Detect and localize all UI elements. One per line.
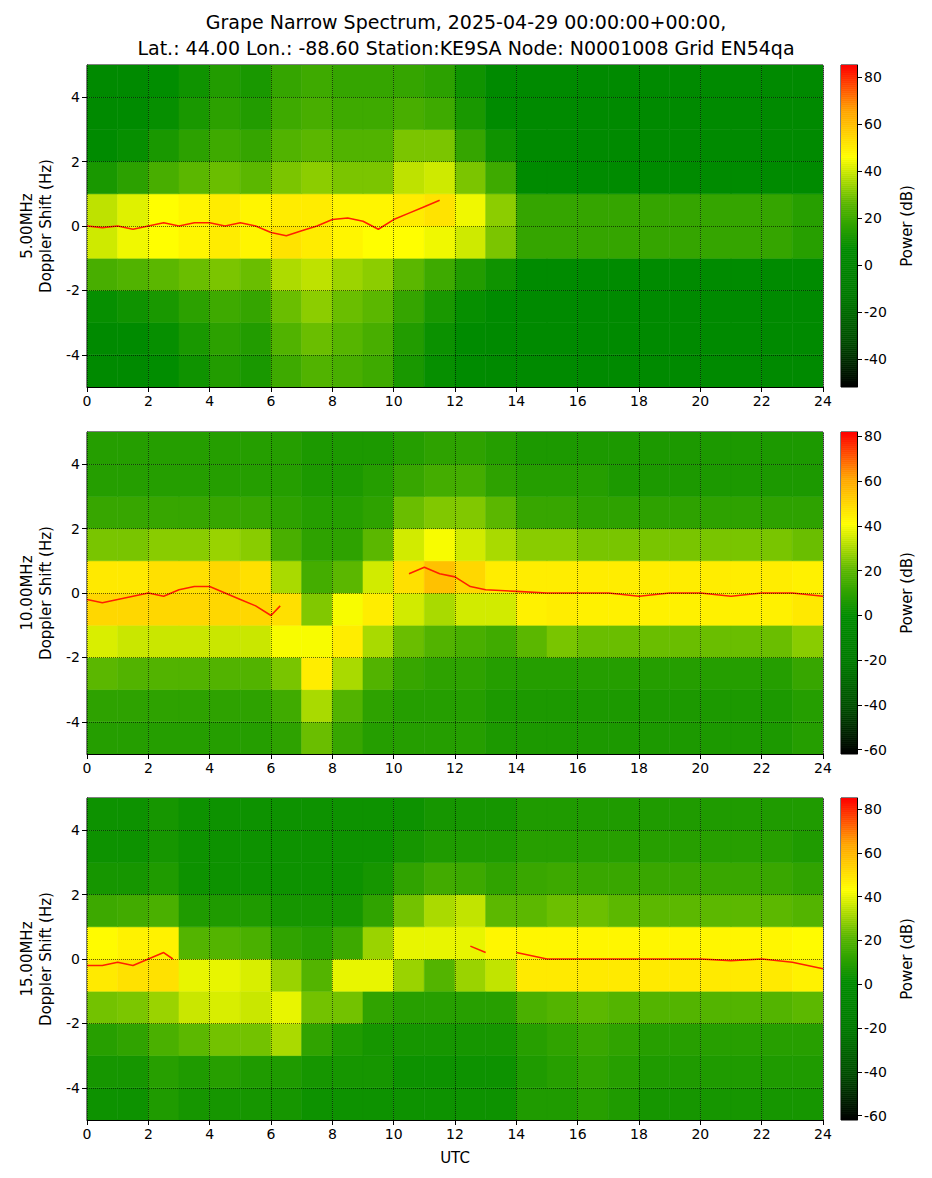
svg-text:12: 12 — [446, 1126, 464, 1142]
svg-text:24: 24 — [814, 393, 832, 409]
svg-text:-60: -60 — [864, 742, 887, 758]
svg-text:-40: -40 — [864, 697, 887, 713]
svg-text:-4: -4 — [66, 1080, 80, 1096]
svg-text:UTC: UTC — [440, 1149, 470, 1167]
svg-text:0: 0 — [864, 607, 873, 623]
svg-text:Power (dB): Power (dB) — [898, 918, 916, 1000]
svg-text:4: 4 — [205, 393, 214, 409]
svg-text:20: 20 — [691, 760, 709, 776]
svg-text:4: 4 — [205, 760, 214, 776]
svg-text:10: 10 — [385, 393, 403, 409]
svg-text:14: 14 — [507, 1126, 525, 1142]
svg-text:Power (dB): Power (dB) — [898, 552, 916, 634]
svg-text:-4: -4 — [66, 347, 80, 363]
svg-text:-40: -40 — [864, 351, 887, 367]
svg-text:60: 60 — [864, 845, 882, 861]
svg-text:80: 80 — [864, 69, 882, 85]
svg-text:Doppler Shift (Hz): Doppler Shift (Hz) — [37, 892, 55, 1026]
svg-text:80: 80 — [864, 801, 882, 817]
svg-text:8: 8 — [328, 760, 337, 776]
svg-text:-2: -2 — [66, 282, 80, 298]
svg-text:14: 14 — [507, 393, 525, 409]
svg-text:2: 2 — [71, 521, 80, 537]
svg-text:22: 22 — [753, 760, 771, 776]
svg-text:60: 60 — [864, 473, 882, 489]
svg-text:12: 12 — [446, 760, 464, 776]
svg-text:18: 18 — [630, 393, 648, 409]
svg-text:0: 0 — [83, 1126, 92, 1142]
svg-text:-2: -2 — [66, 649, 80, 665]
svg-text:20: 20 — [691, 393, 709, 409]
svg-text:24: 24 — [814, 1126, 832, 1142]
svg-text:20: 20 — [864, 563, 882, 579]
svg-text:Lat.: 44.00 Lon.: -88.60 Stati: Lat.: 44.00 Lon.: -88.60 Station:KE9SA N… — [137, 37, 794, 59]
svg-text:40: 40 — [864, 889, 882, 905]
svg-text:10: 10 — [385, 1126, 403, 1142]
svg-text:2: 2 — [144, 393, 153, 409]
svg-text:24: 24 — [814, 760, 832, 776]
svg-text:-2: -2 — [66, 1015, 80, 1031]
svg-text:22: 22 — [753, 393, 771, 409]
svg-text:18: 18 — [630, 1126, 648, 1142]
svg-text:80: 80 — [864, 428, 882, 444]
svg-text:-20: -20 — [864, 652, 887, 668]
svg-text:4: 4 — [71, 456, 80, 472]
svg-text:0: 0 — [864, 976, 873, 992]
svg-text:4: 4 — [205, 1126, 214, 1142]
svg-text:4: 4 — [71, 89, 80, 105]
svg-text:-4: -4 — [66, 714, 80, 730]
svg-text:0: 0 — [71, 585, 80, 601]
svg-text:-20: -20 — [864, 1020, 887, 1036]
svg-text:18: 18 — [630, 760, 648, 776]
svg-text:-60: -60 — [864, 1108, 887, 1124]
svg-text:60: 60 — [864, 116, 882, 132]
svg-text:6: 6 — [267, 1126, 276, 1142]
svg-text:0: 0 — [83, 760, 92, 776]
svg-text:40: 40 — [864, 163, 882, 179]
svg-text:15.00MHz: 15.00MHz — [18, 921, 36, 996]
svg-text:Doppler Shift (Hz): Doppler Shift (Hz) — [37, 526, 55, 660]
svg-text:22: 22 — [753, 1126, 771, 1142]
svg-text:20: 20 — [691, 1126, 709, 1142]
svg-text:2: 2 — [71, 154, 80, 170]
svg-text:6: 6 — [267, 760, 276, 776]
svg-text:5.00MHz: 5.00MHz — [18, 193, 36, 259]
svg-text:0: 0 — [71, 951, 80, 967]
svg-text:10.00MHz: 10.00MHz — [18, 555, 36, 630]
svg-text:0: 0 — [83, 393, 92, 409]
svg-text:Power (dB): Power (dB) — [898, 185, 916, 267]
svg-text:2: 2 — [144, 1126, 153, 1142]
svg-text:0: 0 — [71, 218, 80, 234]
svg-text:16: 16 — [569, 1126, 587, 1142]
svg-text:8: 8 — [328, 393, 337, 409]
svg-text:14: 14 — [507, 760, 525, 776]
svg-text:12: 12 — [446, 393, 464, 409]
svg-text:8: 8 — [328, 1126, 337, 1142]
svg-text:-40: -40 — [864, 1064, 887, 1080]
svg-text:6: 6 — [267, 393, 276, 409]
svg-text:Grape Narrow Spectrum, 2025-04: Grape Narrow Spectrum, 2025-04-29 00:00:… — [206, 11, 727, 33]
svg-text:-20: -20 — [864, 304, 887, 320]
svg-text:Doppler Shift (Hz): Doppler Shift (Hz) — [37, 159, 55, 293]
svg-text:16: 16 — [569, 760, 587, 776]
svg-text:40: 40 — [864, 518, 882, 534]
svg-text:10: 10 — [385, 760, 403, 776]
svg-text:0: 0 — [864, 257, 873, 273]
svg-text:20: 20 — [864, 210, 882, 226]
svg-text:2: 2 — [144, 760, 153, 776]
svg-text:16: 16 — [569, 393, 587, 409]
svg-text:20: 20 — [864, 932, 882, 948]
svg-text:2: 2 — [71, 887, 80, 903]
svg-text:4: 4 — [71, 822, 80, 838]
